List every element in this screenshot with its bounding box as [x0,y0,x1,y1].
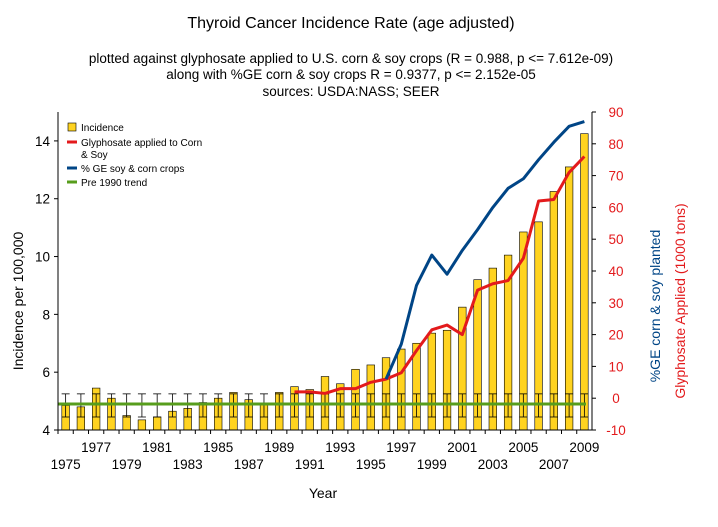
chart-subtitle-line-3: sources: USDA:NASS; SEER [262,84,439,99]
chart-subtitle-line-1: plotted against glyphosate applied to U.… [89,51,613,66]
x-tick-label-1997: 1997 [386,440,416,455]
right-tick-label-90: 90 [608,105,623,120]
legend-label-incidence: Incidence [81,123,124,134]
right-tick-label-0: 0 [612,391,620,406]
x-tick-label-2001: 2001 [447,440,477,455]
chart-subtitle-line-2: along with %GE corn & soy crops R = 0.93… [166,67,536,82]
x-tick-label-1983: 1983 [173,457,203,472]
x-axis-label: Year [309,485,338,501]
glyphosate-line [294,155,586,395]
legend-label-glyphosate-line-1: Glyphosate applied to Corn [81,138,202,149]
right-tick-label-20: 20 [608,328,623,343]
x-tick-label-2003: 2003 [478,457,508,472]
x-tick-label-1991: 1991 [295,457,325,472]
incidence-bar-1981 [153,416,162,431]
right-tick-label-70: 70 [608,169,623,184]
incidence-bar-2009 [580,133,589,431]
legend-label-ge-crops: % GE soy & corn crops [81,164,184,175]
right-tick-label-50: 50 [608,232,623,247]
incidence-bar-2008 [564,166,574,431]
x-tick-label-1975: 1975 [51,457,81,472]
x-tick-label-1989: 1989 [264,440,294,455]
ge-crops-line [384,120,585,380]
legend-label-glyphosate-line-2: & Soy [81,150,108,161]
plot-area [58,120,589,431]
right-tick-label-10: 10 [608,359,623,374]
x-axis: 1977 1981 1985 1989 1993 1997 2001 2005 2009 1975… [51,429,599,472]
right-y-axis-label-ge: %GE corn & soy planted [647,230,663,383]
left-tick-label-10: 10 [35,250,50,265]
left-tick-label-14: 14 [35,134,51,149]
left-tick-label-12: 12 [35,192,50,207]
left-tick-label-4: 4 [42,423,50,438]
x-tick-label-2009: 2009 [569,440,599,455]
x-tick-label-1995: 1995 [356,457,386,472]
right-tick-label-80: 80 [608,137,623,152]
chart-title: Thyroid Cancer Incidence Rate (age adjus… [187,15,514,32]
incidence-bar-1980 [137,419,147,431]
x-tick-label-1985: 1985 [203,440,233,455]
left-y-axis-label: Incidence per 100,000 [10,232,26,371]
x-tick-label-2005: 2005 [508,440,538,455]
right-y-axis-label-glyphosate: Glyphosate Applied (1000 tons) [672,203,688,398]
x-tick-label-1981: 1981 [142,440,172,455]
right-tick-label--10: -10 [606,423,626,438]
legend-label-pre-1990-trend: Pre 1990 trend [81,178,147,189]
incidence-bar-1979 [122,415,131,431]
x-tick-label-1977: 1977 [81,440,111,455]
incidence-bar-1997 [397,348,406,431]
x-tick-label-2007: 2007 [539,457,569,472]
left-tick-label-6: 6 [42,365,50,380]
x-tick-label-1999: 1999 [417,457,447,472]
chart-legend: Incidence Glyphosate applied to Corn & S… [67,122,202,189]
right-y-axis: -10 0 10 20 30 40 50 60 70 80 90 [591,105,626,438]
legend-swatch-incidence [67,122,77,132]
left-tick-label-8: 8 [42,307,50,322]
right-tick-label-60: 60 [608,200,623,215]
right-tick-label-40: 40 [608,264,623,279]
x-tick-label-1979: 1979 [112,457,142,472]
x-tick-label-1993: 1993 [325,440,355,455]
left-y-axis: 4 6 8 10 12 14 [35,112,59,438]
x-tick-label-1987: 1987 [234,457,264,472]
right-tick-label-30: 30 [608,296,623,311]
